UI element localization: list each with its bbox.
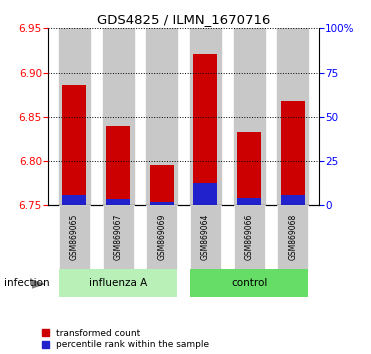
Bar <box>193 183 217 205</box>
Text: infection: infection <box>4 278 49 288</box>
Bar <box>237 132 261 205</box>
Bar <box>234 205 265 269</box>
Bar <box>281 195 305 205</box>
Text: GSM869069: GSM869069 <box>157 214 166 261</box>
Polygon shape <box>32 279 46 289</box>
Bar <box>150 165 174 205</box>
Bar <box>62 85 86 205</box>
Bar <box>103 205 134 269</box>
Legend: transformed count, percentile rank within the sample: transformed count, percentile rank withi… <box>42 329 209 349</box>
Bar <box>150 202 174 205</box>
Bar <box>278 28 308 205</box>
Bar <box>193 183 217 205</box>
Bar <box>281 101 305 205</box>
Bar <box>146 28 177 205</box>
Bar <box>62 195 86 205</box>
Text: influenza A: influenza A <box>89 278 147 288</box>
Bar <box>59 28 90 205</box>
Text: GSM869067: GSM869067 <box>114 214 123 261</box>
Bar <box>59 269 177 297</box>
Text: GSM869064: GSM869064 <box>201 214 210 261</box>
Bar <box>234 28 265 205</box>
Bar <box>190 205 221 269</box>
Bar <box>150 202 174 205</box>
Bar <box>281 195 305 205</box>
Bar <box>190 28 221 205</box>
Bar <box>237 198 261 205</box>
Bar <box>59 205 90 269</box>
Title: GDS4825 / ILMN_1670716: GDS4825 / ILMN_1670716 <box>97 13 270 26</box>
Text: GSM869065: GSM869065 <box>70 214 79 261</box>
Bar <box>103 28 134 205</box>
Bar <box>237 198 261 205</box>
Bar <box>106 199 130 205</box>
Bar <box>193 54 217 205</box>
Text: GSM869068: GSM869068 <box>288 214 297 260</box>
Bar <box>106 199 130 205</box>
Bar <box>106 126 130 205</box>
Bar <box>278 205 308 269</box>
Text: GSM869066: GSM869066 <box>244 214 254 261</box>
Bar <box>190 269 308 297</box>
Bar <box>62 195 86 205</box>
Text: control: control <box>231 278 267 288</box>
Bar <box>146 205 177 269</box>
